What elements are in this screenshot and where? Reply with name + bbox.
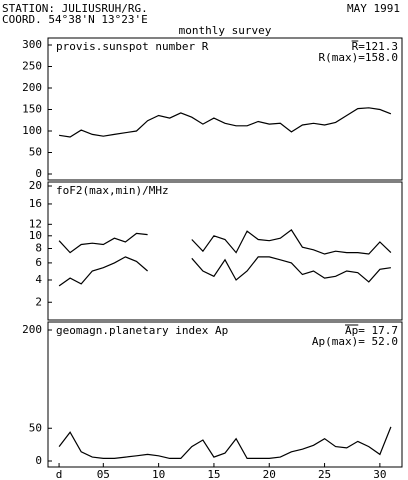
coord: COORD. 54°38'N 13°23'E: [2, 13, 148, 26]
x-tick-label: 10: [152, 468, 165, 480]
y-tick-label: 20: [29, 179, 42, 192]
series-line: [58, 256, 391, 287]
y-tick-label: 2: [35, 295, 42, 308]
series-line: [58, 229, 392, 255]
x-tick-label: 15: [207, 468, 220, 480]
y-tick-label: 0: [35, 167, 42, 180]
y-tick-label: 6: [35, 256, 42, 269]
panel-frame: [47, 321, 403, 468]
y-tick-label: 8: [35, 241, 42, 254]
panel-title: geomagn.planetary index Ap: [56, 324, 228, 337]
y-tick-label: 150: [22, 103, 42, 116]
y-tick-label: 250: [22, 60, 42, 73]
y-tick-label: 200: [22, 81, 42, 94]
station: STATION: JULIUSRUH/RG.: [2, 2, 148, 15]
series-line: [58, 426, 392, 459]
subtitle: monthly survey: [179, 24, 272, 37]
y-tick-label: 16: [29, 197, 42, 210]
annotation: Ap= 17.7: [345, 324, 398, 337]
y-tick-label: 4: [35, 273, 42, 286]
x-tick-label: 20: [263, 468, 276, 480]
annotation: R=121.3: [352, 40, 398, 53]
y-tick-label: 10: [29, 229, 42, 242]
y-tick-label: 200: [22, 323, 42, 336]
x-tick-label: 25: [318, 468, 331, 480]
y-tick-label: 100: [22, 124, 42, 137]
annotation: R(max)=158.0: [319, 51, 398, 64]
panel-frame: [47, 181, 403, 321]
panel-title: provis.sunspot number R: [56, 40, 209, 53]
y-tick-label: 300: [22, 38, 42, 51]
x-tick-label: d: [56, 468, 63, 480]
y-tick-label: 0: [35, 454, 42, 467]
date: MAY 1991: [347, 2, 400, 15]
x-tick-label: 30: [373, 468, 386, 480]
annotation: Ap(max)= 52.0: [312, 335, 398, 348]
y-tick-label: 12: [29, 217, 42, 230]
panel-title: foF2(max,min)/MHz: [56, 184, 169, 197]
y-tick-label: 50: [29, 421, 42, 434]
x-tick-label: 05: [97, 468, 110, 480]
series-line: [59, 107, 392, 138]
y-tick-label: 50: [29, 146, 42, 159]
